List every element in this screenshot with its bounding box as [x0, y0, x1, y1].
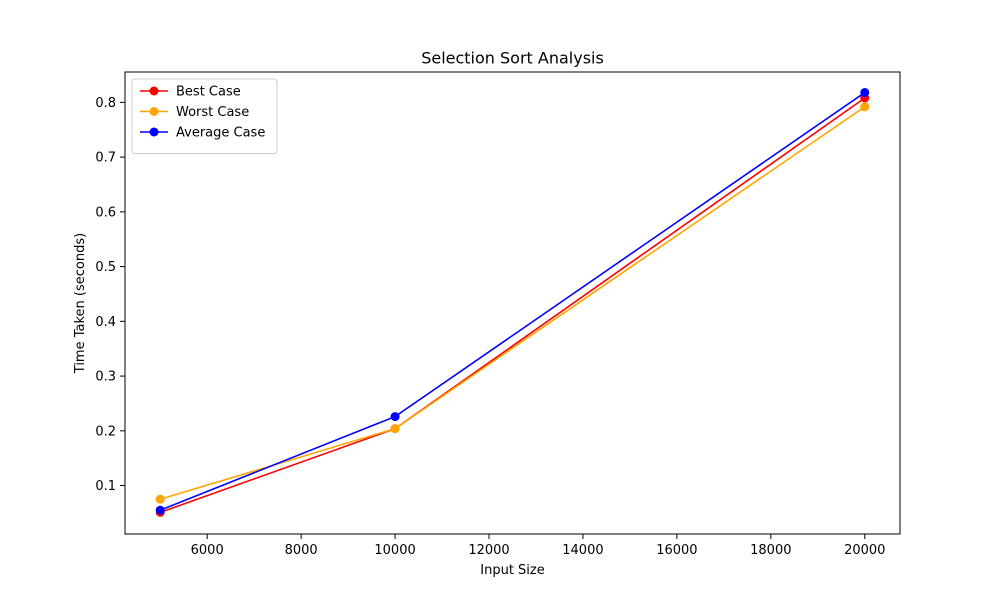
data-point-average-case: [860, 88, 870, 98]
y-tick-label: 0.7: [95, 151, 116, 166]
x-tick-label: 12000: [468, 543, 509, 558]
x-tick-label: 18000: [750, 543, 791, 558]
data-point-worst-case: [860, 102, 870, 112]
chart-title: Selection Sort Analysis: [421, 49, 604, 68]
legend-label-average-case: Average Case: [176, 126, 265, 141]
y-tick-label: 0.1: [95, 479, 116, 494]
legend-swatch-marker-best-case: [149, 86, 159, 96]
y-tick-label: 0.4: [95, 315, 116, 330]
x-tick-label: 16000: [656, 543, 697, 558]
y-axis: 0.1 0.2 0.3 0.4 0.5 0.6 0.7 0.8: [95, 96, 125, 494]
legend-swatch-marker-worst-case: [149, 107, 159, 116]
x-tick-label: 20000: [844, 543, 885, 558]
legend-box: [131, 78, 278, 154]
x-tick-label: 6000: [191, 543, 224, 558]
legend: Best Case Worst Case Average Case: [131, 78, 278, 154]
data-point-average-case: [155, 505, 165, 515]
x-tick-label: 14000: [562, 543, 603, 558]
x-tick-label: 10000: [374, 543, 415, 558]
data-point-worst-case: [390, 424, 400, 434]
y-tick-label: 0.3: [95, 370, 116, 385]
y-tick-label: 0.8: [95, 96, 116, 111]
x-axis-label: Input Size: [480, 563, 544, 578]
y-tick-label: 0.6: [95, 205, 116, 220]
y-axis-label: Time Taken (seconds): [73, 233, 88, 374]
axes-frame: [124, 71, 901, 535]
plot-area: [155, 88, 870, 517]
data-point-worst-case: [155, 494, 165, 504]
y-tick-label: 0.5: [95, 260, 116, 275]
legend-label-best-case: Best Case: [176, 85, 241, 100]
x-axis: 6000 8000 10000 12000 14000 16000 18000 20000: [191, 534, 885, 558]
legend-swatch-marker-average-case: [149, 127, 159, 137]
x-tick-label: 8000: [285, 543, 318, 558]
y-tick-label: 0.2: [95, 424, 116, 439]
legend-label-worst-case: Worst Case: [176, 105, 249, 120]
data-point-average-case: [390, 412, 400, 422]
